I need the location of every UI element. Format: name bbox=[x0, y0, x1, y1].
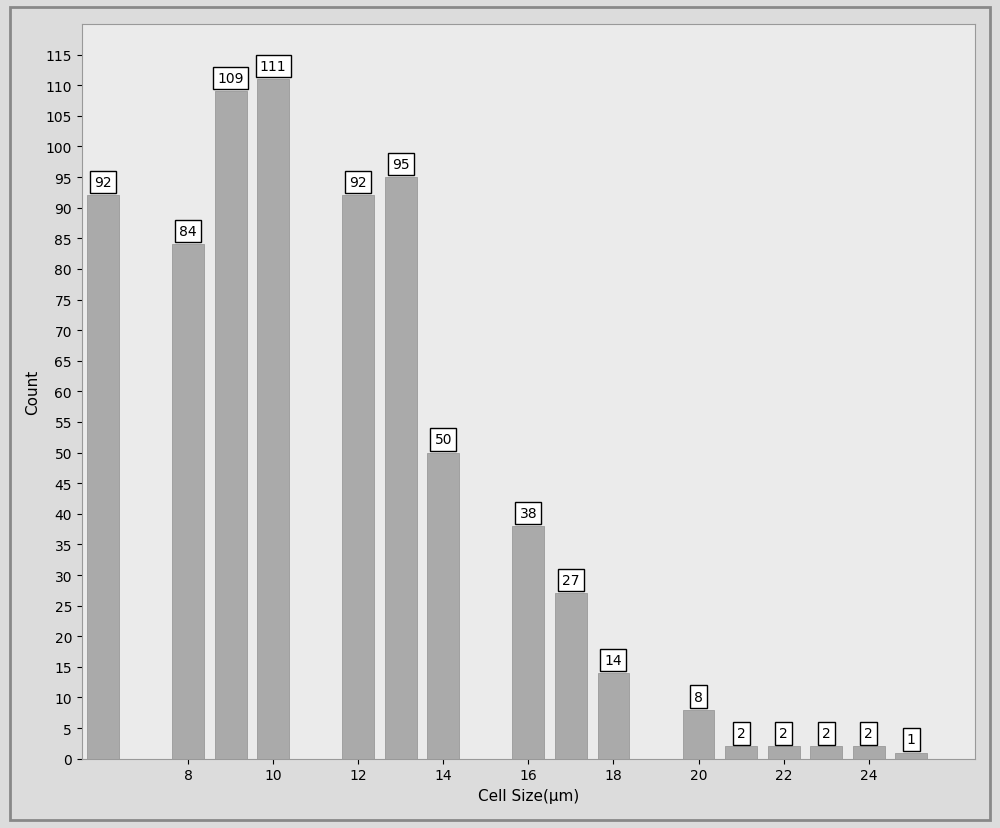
Y-axis label: Count: Count bbox=[25, 369, 40, 415]
Text: 92: 92 bbox=[94, 176, 112, 190]
Text: 2: 2 bbox=[737, 726, 745, 740]
Bar bbox=[725, 747, 757, 758]
Text: 2: 2 bbox=[864, 726, 873, 740]
Bar bbox=[385, 178, 417, 758]
Text: 1: 1 bbox=[907, 733, 916, 747]
Bar bbox=[555, 594, 587, 758]
Text: 95: 95 bbox=[392, 158, 410, 171]
Bar bbox=[810, 747, 842, 758]
Bar bbox=[427, 453, 459, 758]
Text: 84: 84 bbox=[179, 225, 197, 239]
Text: 8: 8 bbox=[694, 690, 703, 704]
Bar bbox=[768, 747, 800, 758]
Text: 111: 111 bbox=[260, 60, 286, 74]
Text: 50: 50 bbox=[435, 433, 452, 447]
Text: 2: 2 bbox=[822, 726, 831, 740]
Bar bbox=[683, 710, 714, 758]
Bar bbox=[172, 245, 204, 758]
Bar bbox=[87, 196, 119, 758]
Text: 2: 2 bbox=[779, 726, 788, 740]
Text: 92: 92 bbox=[349, 176, 367, 190]
Bar bbox=[215, 92, 247, 758]
Bar bbox=[342, 196, 374, 758]
Text: 27: 27 bbox=[562, 574, 580, 588]
Bar bbox=[257, 80, 289, 758]
Bar bbox=[853, 747, 885, 758]
Text: 38: 38 bbox=[520, 507, 537, 520]
Text: 14: 14 bbox=[605, 653, 622, 667]
Bar bbox=[512, 527, 544, 758]
Bar bbox=[895, 753, 927, 758]
Text: 109: 109 bbox=[217, 72, 244, 86]
Bar bbox=[598, 673, 629, 758]
X-axis label: Cell Size(μm): Cell Size(μm) bbox=[478, 788, 579, 803]
